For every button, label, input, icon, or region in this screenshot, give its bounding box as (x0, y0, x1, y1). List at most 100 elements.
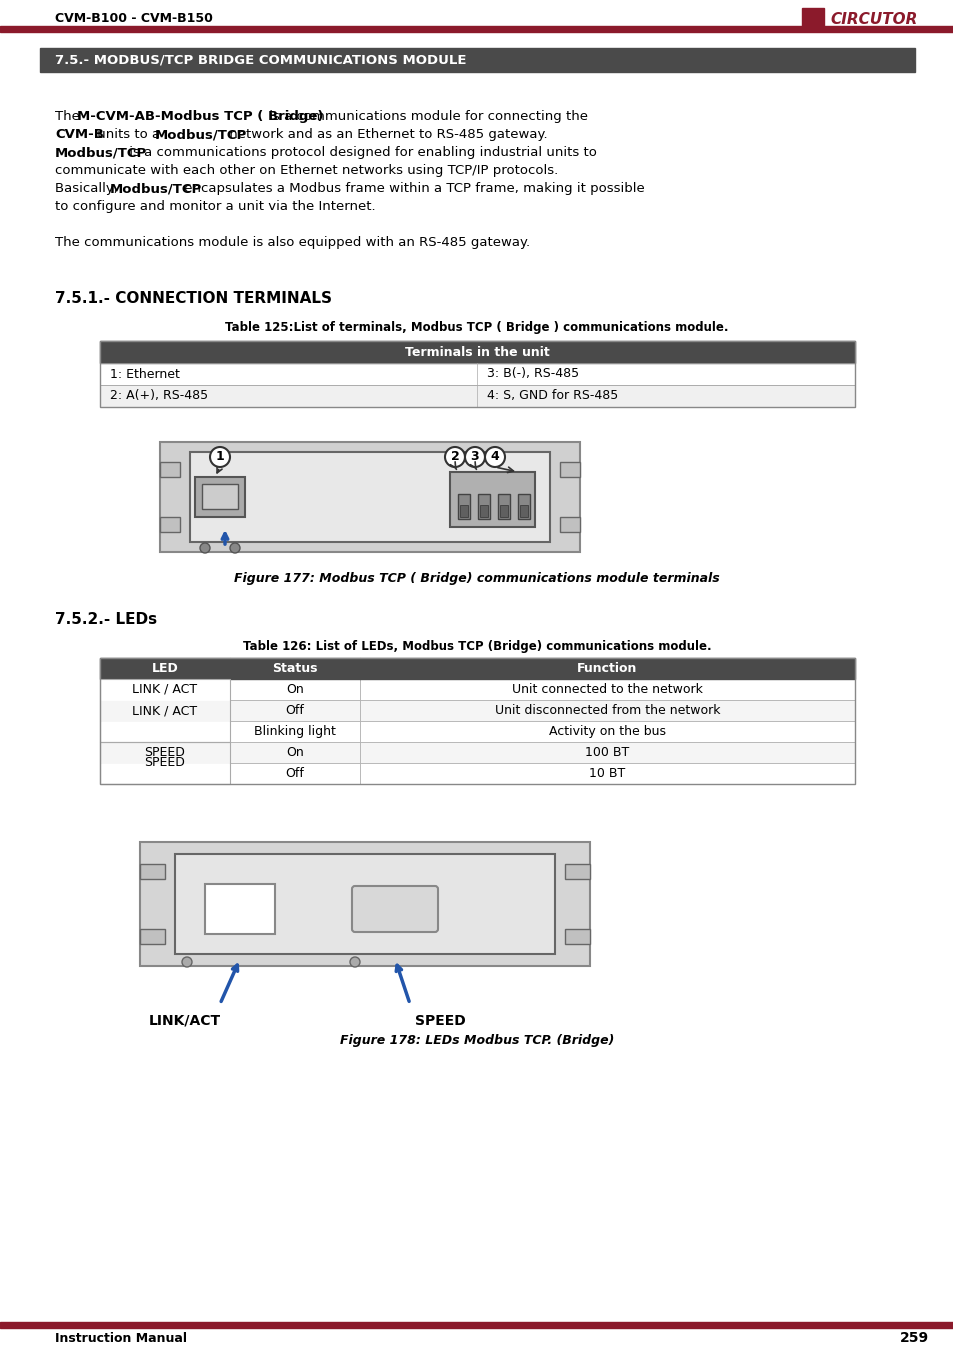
Text: Figure 178: LEDs Modbus TCP. (Bridge): Figure 178: LEDs Modbus TCP. (Bridge) (339, 1034, 614, 1048)
Text: is a communications protocol designed for enabling industrial units to: is a communications protocol designed fo… (125, 146, 597, 159)
Text: 7.5.1.- CONNECTION TERMINALS: 7.5.1.- CONNECTION TERMINALS (55, 292, 332, 306)
Text: Blinking light: Blinking light (253, 725, 335, 738)
Circle shape (200, 543, 210, 554)
Bar (100, 385, 854, 406)
Bar (499, 505, 507, 517)
Text: 7.5.- MODBUS/TCP BRIDGE COMMUNICATIONS MODULE: 7.5.- MODBUS/TCP BRIDGE COMMUNICATIONS M… (55, 54, 466, 66)
Bar (230, 657, 359, 679)
Text: communicate with each other on Ethernet networks using TCP/IP protocols.: communicate with each other on Ethernet … (55, 163, 558, 177)
Text: Terminals in the unit: Terminals in the unit (405, 346, 549, 359)
Bar (359, 763, 854, 784)
Bar (100, 743, 230, 763)
Text: 7.5.2.- LEDs: 7.5.2.- LEDs (55, 612, 157, 626)
Bar (202, 485, 237, 509)
Bar (359, 657, 854, 679)
Text: SPEED: SPEED (145, 747, 185, 759)
Text: Modbus/TCP: Modbus/TCP (110, 182, 202, 194)
Bar (230, 701, 359, 721)
Bar (205, 884, 274, 934)
Text: 3: 3 (470, 451, 478, 463)
Bar (100, 701, 230, 721)
Circle shape (230, 543, 240, 554)
Bar (100, 743, 230, 784)
Text: The: The (55, 109, 84, 123)
Text: The communications module is also equipped with an RS-485 gateway.: The communications module is also equipp… (55, 236, 530, 248)
Text: 3: B(-), RS-485: 3: B(-), RS-485 (487, 367, 579, 381)
Bar (479, 505, 488, 517)
Text: On: On (286, 747, 304, 759)
Text: LINK / ACT: LINK / ACT (132, 703, 197, 717)
Bar (100, 342, 854, 406)
Text: 1: Ethernet: 1: Ethernet (110, 367, 180, 381)
Text: LED: LED (152, 662, 178, 675)
Text: 2: A(+), RS-485: 2: A(+), RS-485 (110, 390, 208, 402)
Text: On: On (286, 683, 304, 697)
Bar (559, 462, 579, 477)
Bar (801, 8, 823, 30)
Bar (140, 842, 589, 967)
FancyBboxPatch shape (352, 886, 437, 931)
Text: Status: Status (272, 662, 317, 675)
Bar (100, 721, 230, 743)
Text: Basically,: Basically, (55, 182, 122, 194)
Bar (450, 472, 535, 526)
Bar (160, 517, 180, 532)
Bar (0, 1322, 953, 1328)
Bar (160, 441, 579, 552)
Bar (564, 929, 589, 944)
Bar (517, 494, 530, 518)
Bar (100, 657, 854, 784)
Text: network and as an Ethernet to RS-485 gateway.: network and as an Ethernet to RS-485 gat… (225, 128, 547, 140)
Bar (194, 477, 245, 517)
Text: LINK/ACT: LINK/ACT (149, 1014, 221, 1027)
Circle shape (444, 447, 464, 467)
Bar (230, 763, 359, 784)
Circle shape (350, 957, 359, 967)
Text: Activity on the bus: Activity on the bus (548, 725, 665, 738)
Text: encapsulates a Modbus frame within a TCP frame, making it possible: encapsulates a Modbus frame within a TCP… (180, 182, 644, 194)
Text: Unit connected to the network: Unit connected to the network (512, 683, 702, 697)
Bar (100, 342, 854, 363)
Bar (100, 657, 230, 679)
Bar (100, 701, 230, 721)
Bar (100, 385, 854, 406)
Text: 10 BT: 10 BT (589, 767, 625, 780)
Bar (497, 494, 510, 518)
Bar (100, 721, 230, 741)
Text: 100 BT: 100 BT (585, 747, 629, 759)
Bar (477, 494, 490, 518)
Bar (564, 864, 589, 879)
Bar (100, 363, 854, 385)
Bar (230, 721, 359, 743)
Text: Off: Off (285, 703, 304, 717)
Bar (457, 494, 470, 518)
Text: Figure 177: Modbus TCP ( Bridge) communications module terminals: Figure 177: Modbus TCP ( Bridge) communi… (233, 572, 720, 585)
Bar (459, 505, 468, 517)
Bar (359, 701, 854, 721)
Text: CVM-B100 - CVM-B150: CVM-B100 - CVM-B150 (55, 12, 213, 24)
Bar (160, 462, 180, 477)
Circle shape (182, 957, 192, 967)
Bar (100, 763, 230, 784)
Text: 4: S, GND for RS-485: 4: S, GND for RS-485 (487, 390, 618, 402)
Bar (40, 49, 914, 72)
Bar (140, 864, 165, 879)
Text: Modbus/TCP: Modbus/TCP (55, 146, 147, 159)
Bar (0, 26, 953, 32)
Text: CVM-B: CVM-B (55, 128, 104, 140)
Text: Table 126: List of LEDs, Modbus TCP (Bridge) communications module.: Table 126: List of LEDs, Modbus TCP (Bri… (242, 640, 711, 653)
Bar (559, 517, 579, 532)
Text: SPEED: SPEED (145, 756, 185, 770)
Bar (359, 743, 854, 763)
Bar (359, 721, 854, 743)
Bar (100, 679, 230, 742)
Bar (230, 743, 359, 763)
Bar (100, 679, 230, 701)
Circle shape (464, 447, 484, 467)
Text: units to a: units to a (92, 128, 164, 140)
Text: Off: Off (285, 767, 304, 780)
Bar (190, 452, 550, 541)
Text: Function: Function (577, 662, 637, 675)
Bar (174, 855, 555, 954)
Text: 4: 4 (490, 451, 498, 463)
